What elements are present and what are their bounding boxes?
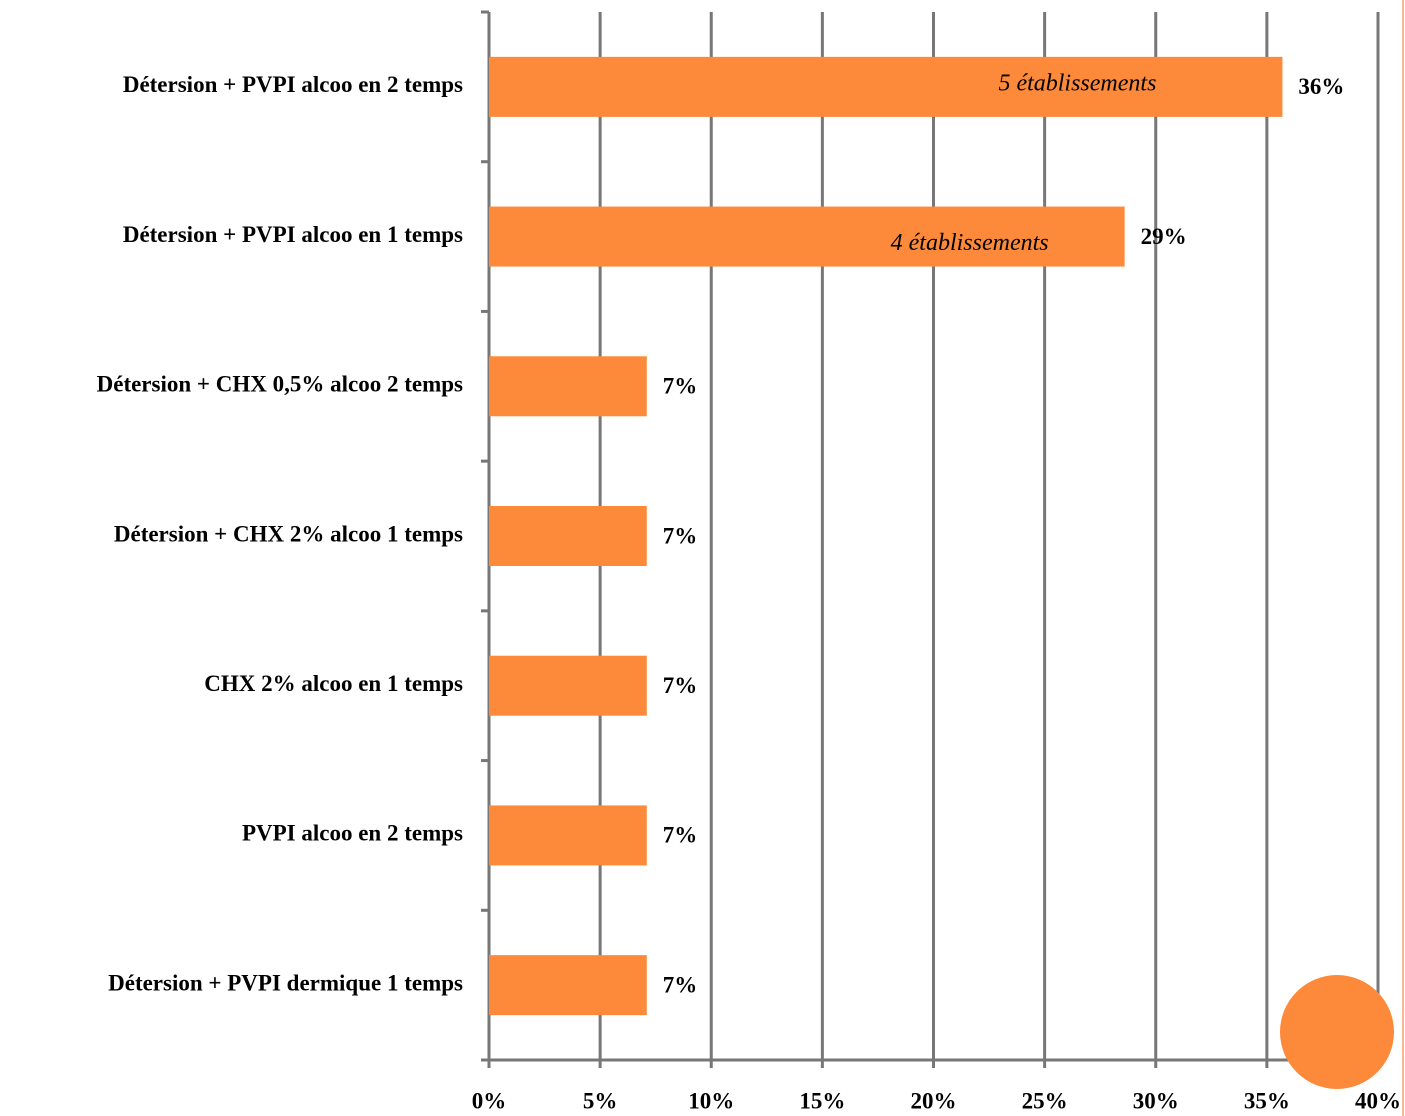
annotation: 4 établissements: [891, 230, 1049, 256]
value-label: 7%: [663, 673, 698, 698]
y-tick-label: PVPI alcoo en 2 temps: [242, 821, 463, 846]
y-tick-label: Détersion + PVPI alcoo en 2 temps: [123, 72, 463, 97]
value-label: 7%: [663, 972, 698, 997]
value-label: 7%: [663, 374, 698, 399]
bar: [489, 805, 647, 866]
x-tick-label: 10%: [688, 1088, 734, 1113]
annotation: 5 établissements: [998, 70, 1156, 96]
bar: [489, 356, 647, 417]
decor-circle: [1280, 975, 1394, 1089]
x-tick-label: 5%: [583, 1088, 618, 1113]
x-tick-label: 25%: [1022, 1088, 1068, 1113]
x-tick-label: 15%: [799, 1088, 845, 1113]
bar: [489, 655, 647, 716]
x-tick-label: 35%: [1244, 1088, 1290, 1113]
y-tick-label: Détersion + PVPI alcoo en 1 temps: [123, 222, 463, 247]
y-tick-label: CHX 2% alcoo en 1 temps: [204, 671, 463, 696]
bar: [489, 56, 1283, 117]
value-label: 7%: [663, 823, 698, 848]
y-tick-label: Détersion + CHX 0,5% alcoo 2 temps: [97, 372, 463, 397]
bar: [489, 955, 647, 1016]
x-tick-label: 30%: [1133, 1088, 1179, 1113]
value-label: 7%: [663, 523, 698, 548]
value-label: 29%: [1141, 224, 1187, 249]
bar: [489, 506, 647, 566]
x-tick-label: 20%: [911, 1088, 957, 1113]
x-tick-label: 40%: [1355, 1088, 1401, 1113]
y-tick-label: Détersion + CHX 2% alcoo 1 temps: [114, 521, 463, 546]
value-label: 36%: [1298, 74, 1344, 99]
bar: [489, 206, 1125, 267]
y-tick-label: Détersion + PVPI dermique 1 temps: [108, 970, 463, 995]
x-tick-label: 0%: [472, 1088, 507, 1113]
